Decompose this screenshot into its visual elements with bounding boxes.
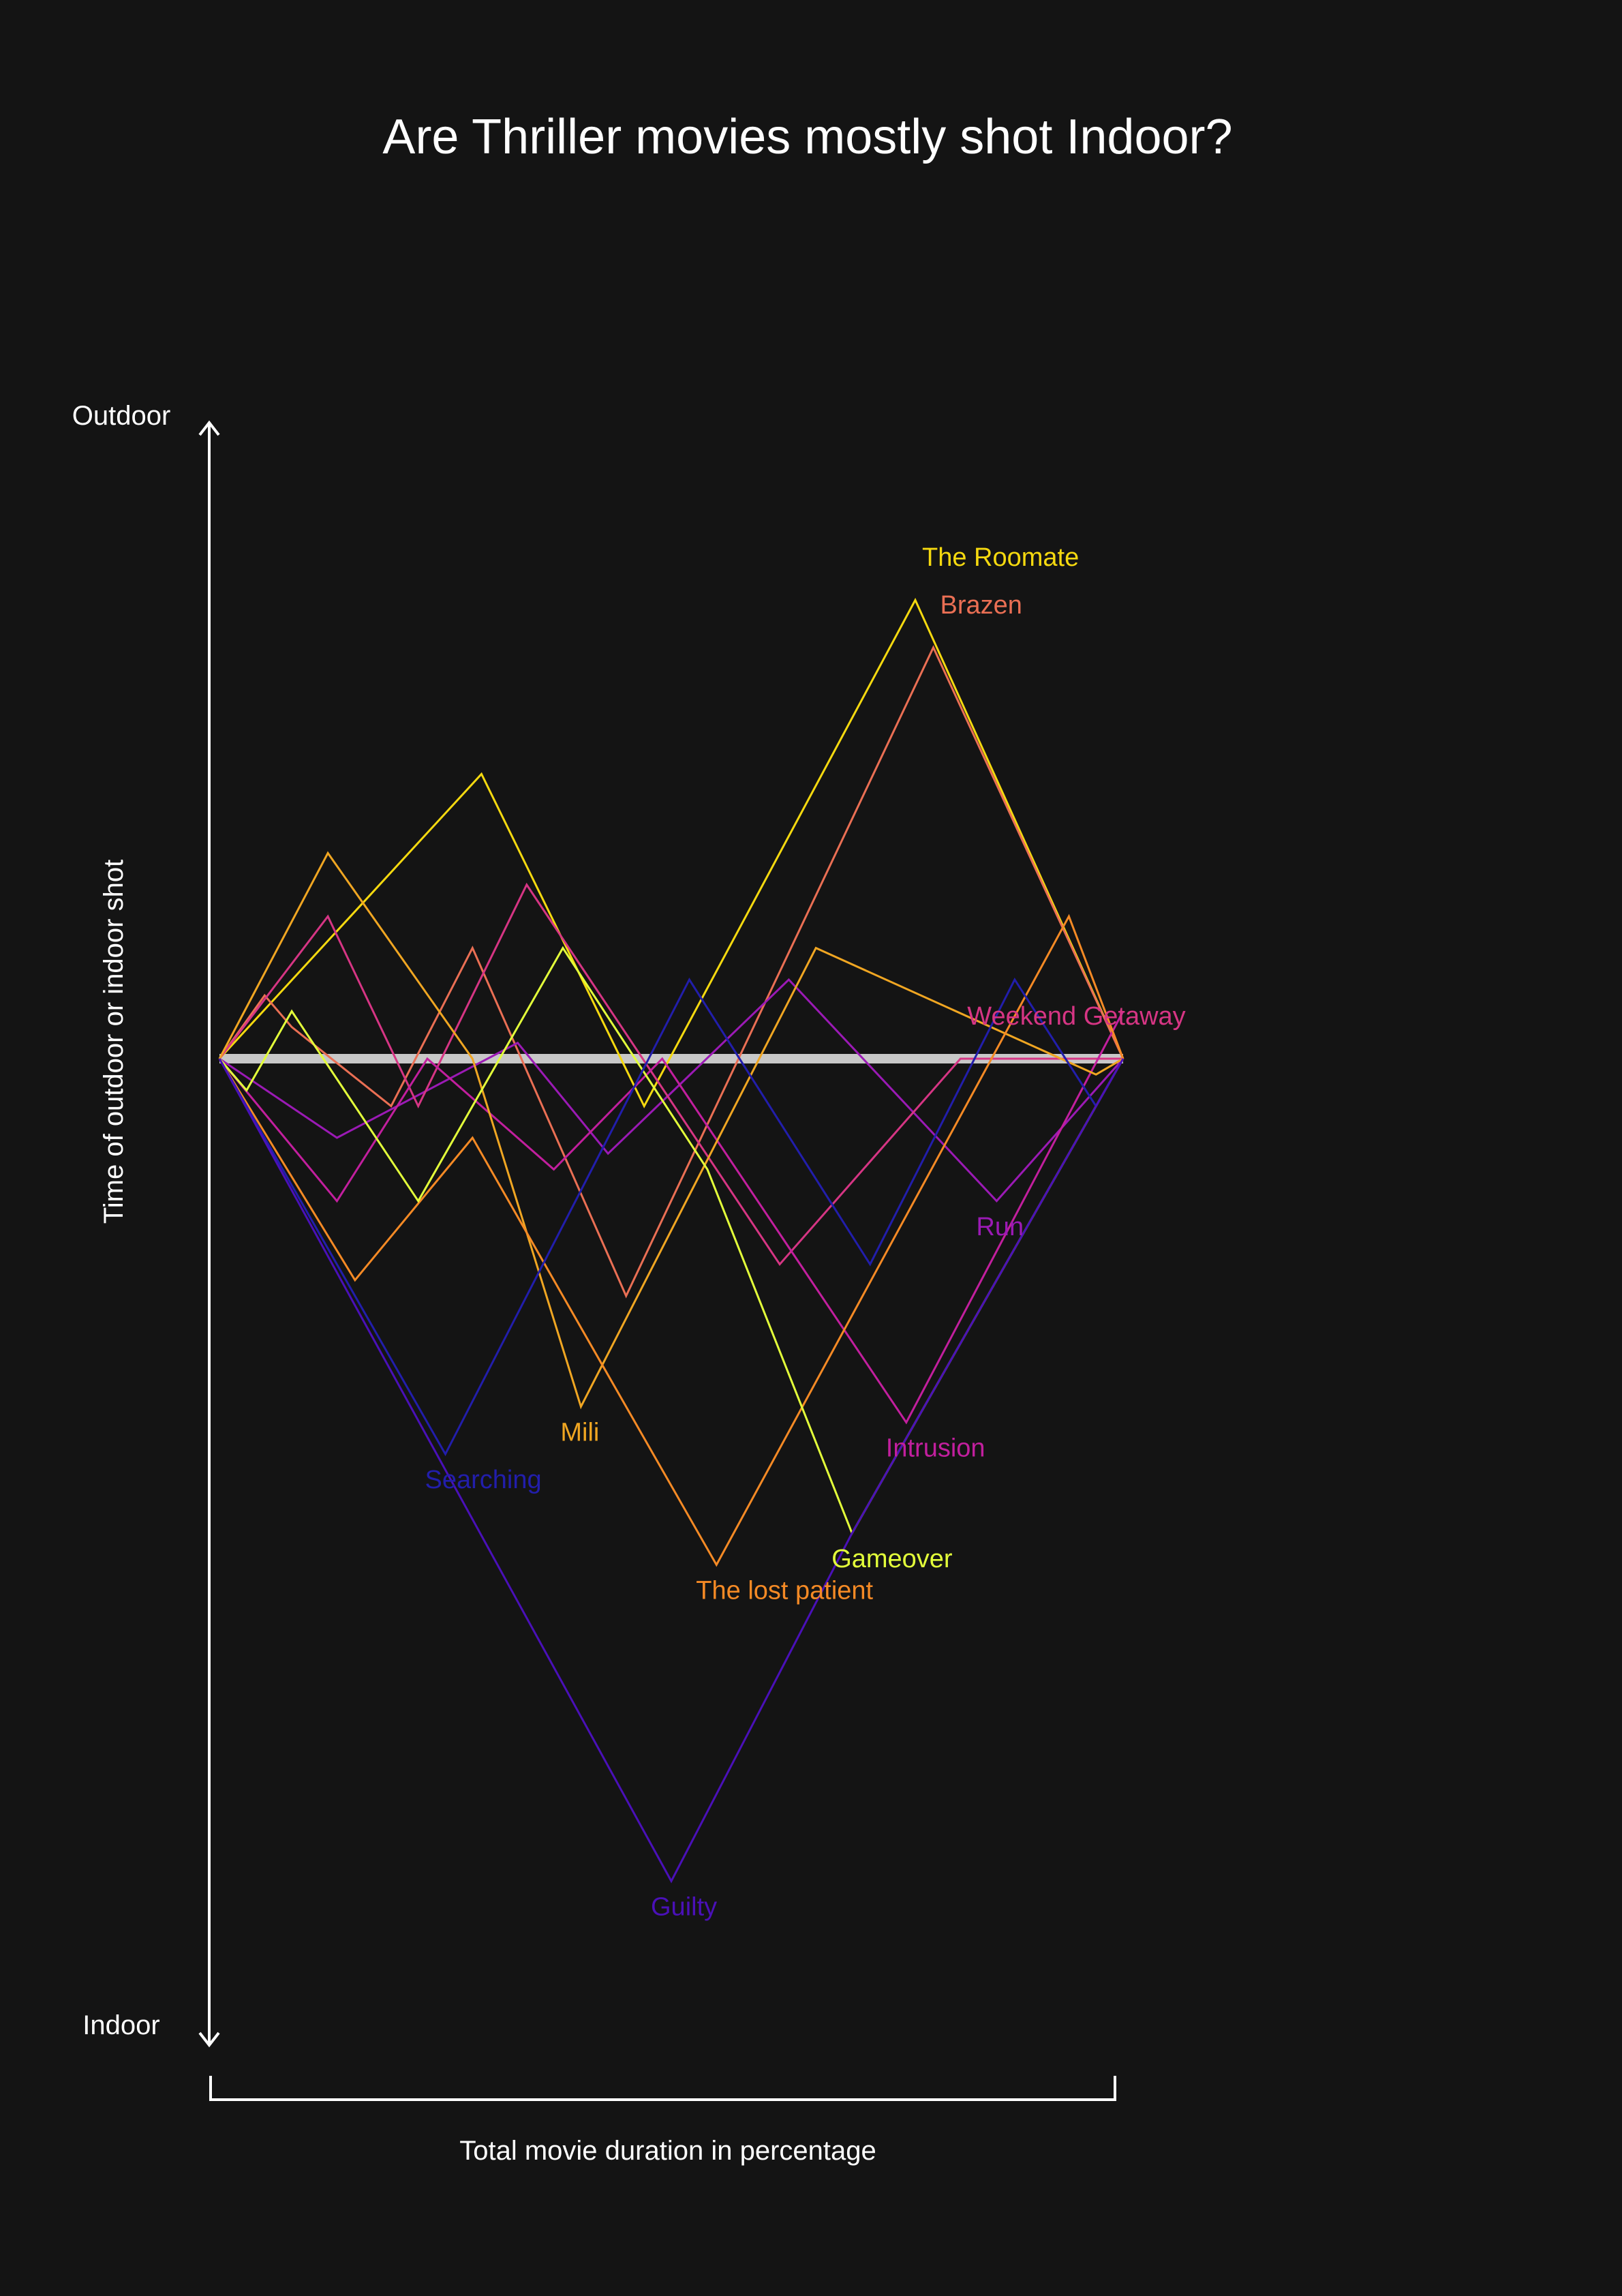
series-line-gameover [218, 946, 1124, 1536]
series-line-weekend-getaway [218, 882, 1123, 1267]
series-line-mili [218, 851, 1124, 1410]
series-label-run: Run [976, 1213, 1024, 1241]
chart-title: Are Thriller movies mostly shot Indoor? [382, 110, 1232, 164]
x-axis-bracket [209, 2076, 1116, 2101]
series-label-the-lost-patient: The lost patient [696, 1576, 873, 1605]
series-line-run [219, 978, 1124, 1203]
y-axis: Outdoor Indoor Time of outdoor or indoor… [72, 401, 220, 2048]
y-axis-top-label: Outdoor [72, 401, 171, 431]
series-line-intrusion [218, 1010, 1124, 1425]
x-axis: Total movie duration in percentage [209, 2076, 1116, 2166]
series-layer [218, 597, 1124, 1884]
series-label-guilty: Guilty [651, 1892, 717, 1921]
y-axis-bottom-label: Indoor [82, 2010, 159, 2040]
x-axis-title: Total movie duration in percentage [459, 2136, 876, 2166]
y-axis-title: Time of outdoor or indoor shot [99, 860, 129, 1224]
series-label-searching: Searching [425, 1466, 542, 1494]
series-line-brazen [218, 645, 1124, 1299]
series-line-the-lost-patient [218, 913, 1124, 1567]
y-axis-arrow-bottom [198, 2031, 220, 2048]
series-label-weekend-getaway: Weekend Getaway [967, 1002, 1185, 1031]
series-label-gameover: Gameover [831, 1545, 953, 1573]
y-axis-arrow-top [198, 420, 220, 436]
series-label-layer: The Roomate Brazen Run Weekend Getaway Intru… [425, 543, 1186, 1921]
series-label-the-roomate: The Roomate [922, 543, 1079, 572]
series-label-brazen: Brazen [940, 591, 1022, 620]
series-label-mili: Mili [560, 1418, 599, 1447]
series-line-guilty [218, 1058, 1124, 1884]
series-label-intrusion: Intrusion [886, 1434, 985, 1463]
series-line-the-roomate [218, 597, 1124, 1108]
